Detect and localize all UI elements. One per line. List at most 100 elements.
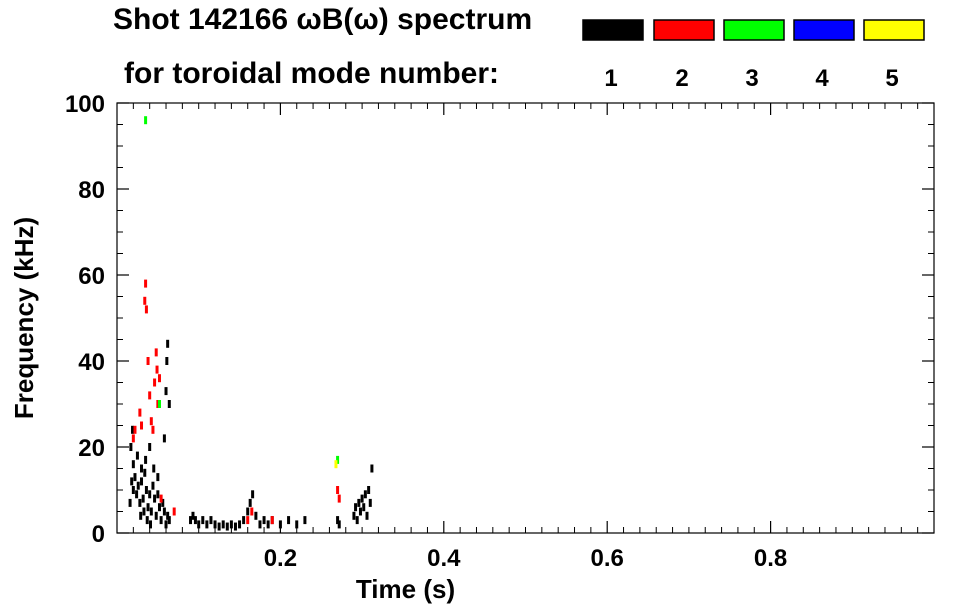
spectrum-point-mode-1: [157, 503, 161, 512]
legend-swatch-2: [653, 19, 715, 41]
x-tick-label: 0.2: [264, 545, 297, 572]
spectrum-point-mode-1: [201, 516, 205, 525]
y-tick-label: 100: [65, 91, 105, 118]
spectrum-point-mode-1: [165, 357, 169, 365]
spectrum-point-mode-1: [229, 520, 233, 529]
spectrum-point-mode-1: [139, 511, 143, 520]
spectrum-point-mode-2: [151, 425, 155, 434]
spectrum-point-mode-2: [131, 434, 135, 443]
spectrum-point-mode-1: [143, 468, 147, 477]
spectrum-point-mode-1: [144, 486, 148, 494]
spectrum-point-mode-1: [251, 490, 255, 499]
spectrum-point-mode-1: [242, 516, 246, 525]
spectrum-point-mode-1: [354, 503, 358, 512]
legend-swatch-3: [723, 19, 785, 41]
x-tick-label: 0.4: [427, 545, 461, 572]
spectrum-point-mode-1: [146, 503, 150, 512]
spectrum-point-mode-1: [357, 498, 361, 507]
spectrum-point-mode-1: [131, 486, 135, 494]
spectrum-point-mode-1: [164, 520, 168, 529]
spectrum-point-mode-2: [148, 391, 152, 400]
x-tick-label: 0.6: [591, 545, 624, 572]
spectrum-point-mode-1: [148, 490, 152, 499]
spectrum-point-mode-1: [141, 494, 145, 503]
spectrum-point-mode-2: [143, 296, 147, 305]
spectrum-point-mode-1: [336, 516, 340, 525]
spectrum-point-mode-1: [258, 520, 262, 529]
spectrum-point-mode-1: [140, 477, 144, 486]
spectrum-point-mode-3: [144, 116, 148, 125]
y-axis-label: Frequency (kHz): [9, 217, 39, 419]
spectrum-point-mode-1: [197, 520, 201, 529]
spectrum-point-mode-1: [167, 516, 171, 525]
legend-label-4: 4: [815, 65, 829, 92]
spectrum-point-mode-2: [155, 365, 159, 374]
spectrum-point-mode-2: [337, 494, 341, 503]
spectrum-point-mode-1: [145, 516, 149, 525]
chart-title-line2: for toroidal mode number:: [124, 57, 499, 90]
spectrum-point-mode-1: [205, 520, 209, 529]
spectrum-point-mode-1: [209, 516, 213, 525]
legend-label-1: 1: [604, 65, 617, 92]
spectrum-point-mode-1: [148, 520, 152, 529]
spectrum-point-mode-2: [270, 516, 274, 525]
y-tick-label: 0: [92, 521, 105, 548]
spectrum-point-mode-1: [153, 494, 157, 503]
spectrum-point-mode-2: [157, 374, 161, 383]
spectrum-point-mode-2: [156, 400, 160, 408]
spectrum-point-mode-1: [367, 486, 371, 494]
spectrum-point-mode-1: [135, 490, 139, 499]
spectrum-point-mode-1: [246, 507, 250, 516]
spectrum-point-mode-1: [154, 511, 158, 520]
spectrum-point-mode-1: [358, 507, 362, 516]
spectrum-point-mode-2: [138, 408, 142, 417]
x-tick-label: 0.8: [754, 545, 787, 572]
spectrum-point-mode-1: [238, 520, 242, 529]
spectrum-point-mode-1: [189, 516, 193, 525]
spectrum-point-mode-1: [151, 481, 155, 490]
spectrum-point-mode-3: [157, 400, 161, 408]
spectrum-point-mode-1: [136, 481, 140, 490]
spectrum-point-mode-1: [164, 387, 168, 396]
plot-frame: [116, 102, 935, 534]
legend-label-3: 3: [745, 65, 758, 92]
spectrum-point-mode-1: [138, 498, 142, 507]
spectrum-point-mode-2: [154, 348, 158, 357]
spectrum-point-mode-1: [135, 451, 139, 460]
spectrum-point-mode-2: [336, 486, 340, 494]
spectrum-point-mode-5: [334, 460, 338, 469]
spectrum-point-mode-1: [161, 498, 165, 507]
spectrum-point-mode-2: [153, 378, 157, 387]
spectrum-point-mode-2: [159, 494, 163, 503]
spectrum-point-mode-2: [133, 425, 137, 434]
spectrum-point-mode-1: [337, 520, 341, 529]
spectrum-point-mode-1: [254, 511, 258, 520]
legend-swatch-4: [793, 19, 855, 41]
spectrum-point-mode-1: [370, 464, 374, 473]
spectrum-point-mode-1: [365, 511, 369, 520]
spectrum-point-mode-1: [142, 507, 146, 516]
y-tick-label: 20: [78, 435, 105, 462]
spectrum-point-mode-1: [287, 516, 291, 525]
spectrum-point-mode-1: [368, 498, 372, 507]
legend-swatch-5: [863, 19, 925, 41]
spectrum-point-mode-1: [262, 516, 266, 525]
spectrum-point-mode-1: [152, 464, 156, 473]
spectrum-point-mode-1: [191, 511, 195, 520]
spectrum-point-mode-1: [131, 425, 135, 434]
spectrum-point-mode-1: [140, 464, 144, 473]
spectrum-point-mode-1: [363, 490, 367, 499]
spectrum-point-mode-1: [156, 473, 160, 482]
spectrum-point-mode-2: [246, 516, 250, 525]
spectrum-point-mode-1: [133, 473, 137, 482]
spectrum-point-mode-1: [166, 511, 170, 520]
chart-title-line1: Shot 142166 ωB(ω) spectrum: [113, 3, 533, 36]
spectrum-point-mode-1: [131, 460, 135, 469]
spectrum-point-mode-2: [146, 357, 150, 365]
spectrum-point-mode-1: [162, 434, 166, 443]
spectrum-point-mode-1: [213, 520, 217, 529]
spectrum-point-mode-1: [221, 520, 225, 529]
spectrum-point-mode-1: [144, 455, 148, 464]
spectrum-point-mode-1: [355, 516, 359, 525]
spectrum-point-mode-1: [248, 498, 252, 507]
